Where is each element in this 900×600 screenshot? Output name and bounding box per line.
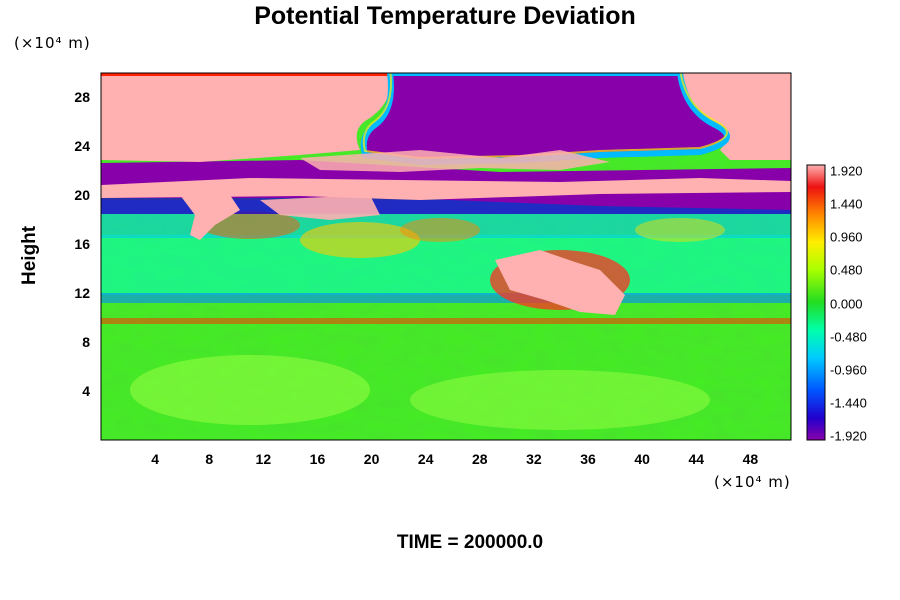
y-tick-label: 28 bbox=[74, 89, 90, 106]
x-tick-label: 4 bbox=[151, 451, 159, 467]
colorbar bbox=[806, 164, 826, 441]
x-tick-label: 48 bbox=[742, 451, 759, 467]
x-axis-unit: (×10⁴ m) bbox=[714, 473, 791, 491]
colorbar-tick-label: 0.480 bbox=[830, 262, 863, 278]
colorbar-tick-label: -1.920 bbox=[830, 428, 867, 444]
colorbar-tick-label: 0.000 bbox=[830, 296, 863, 311]
x-tick-label: 36 bbox=[580, 451, 596, 467]
chart-title: Potential Temperature Deviation bbox=[254, 2, 636, 30]
x-tick-label: 44 bbox=[688, 451, 705, 467]
x-tick-label: 32 bbox=[526, 451, 542, 467]
colorbar-tick-label: 1.440 bbox=[830, 196, 863, 212]
y-tick-label: 8 bbox=[82, 334, 90, 351]
y-tick-label: 20 bbox=[74, 187, 90, 204]
time-label: TIME = 200000.0 bbox=[396, 532, 544, 553]
x-tick-label: 24 bbox=[417, 451, 434, 467]
x-tick-label: 28 bbox=[472, 451, 488, 467]
colorbar-tick-label: -0.960 bbox=[830, 362, 867, 378]
colorbar-tick-label: -1.440 bbox=[830, 395, 867, 411]
x-tick-label: 40 bbox=[634, 451, 650, 467]
y-tick-label: 16 bbox=[74, 236, 90, 253]
y-tick-label: 24 bbox=[74, 138, 90, 155]
plot-frame bbox=[100, 72, 792, 441]
x-tick-label: 8 bbox=[205, 451, 214, 467]
y-tick-label: 4 bbox=[82, 383, 90, 400]
y-tick-label: 12 bbox=[74, 285, 90, 302]
x-tick-label: 16 bbox=[309, 451, 326, 467]
heatmap-field bbox=[101, 73, 791, 440]
colorbar-tick-label: 0.960 bbox=[830, 229, 863, 245]
x-tick-label: 20 bbox=[363, 451, 380, 467]
x-tick-label: 12 bbox=[255, 451, 272, 467]
colorbar-tick-label: -0.480 bbox=[830, 329, 867, 345]
y-axis-unit: (×10⁴ m) bbox=[14, 34, 91, 52]
colorbar-tick-label: 1.920 bbox=[830, 163, 863, 179]
